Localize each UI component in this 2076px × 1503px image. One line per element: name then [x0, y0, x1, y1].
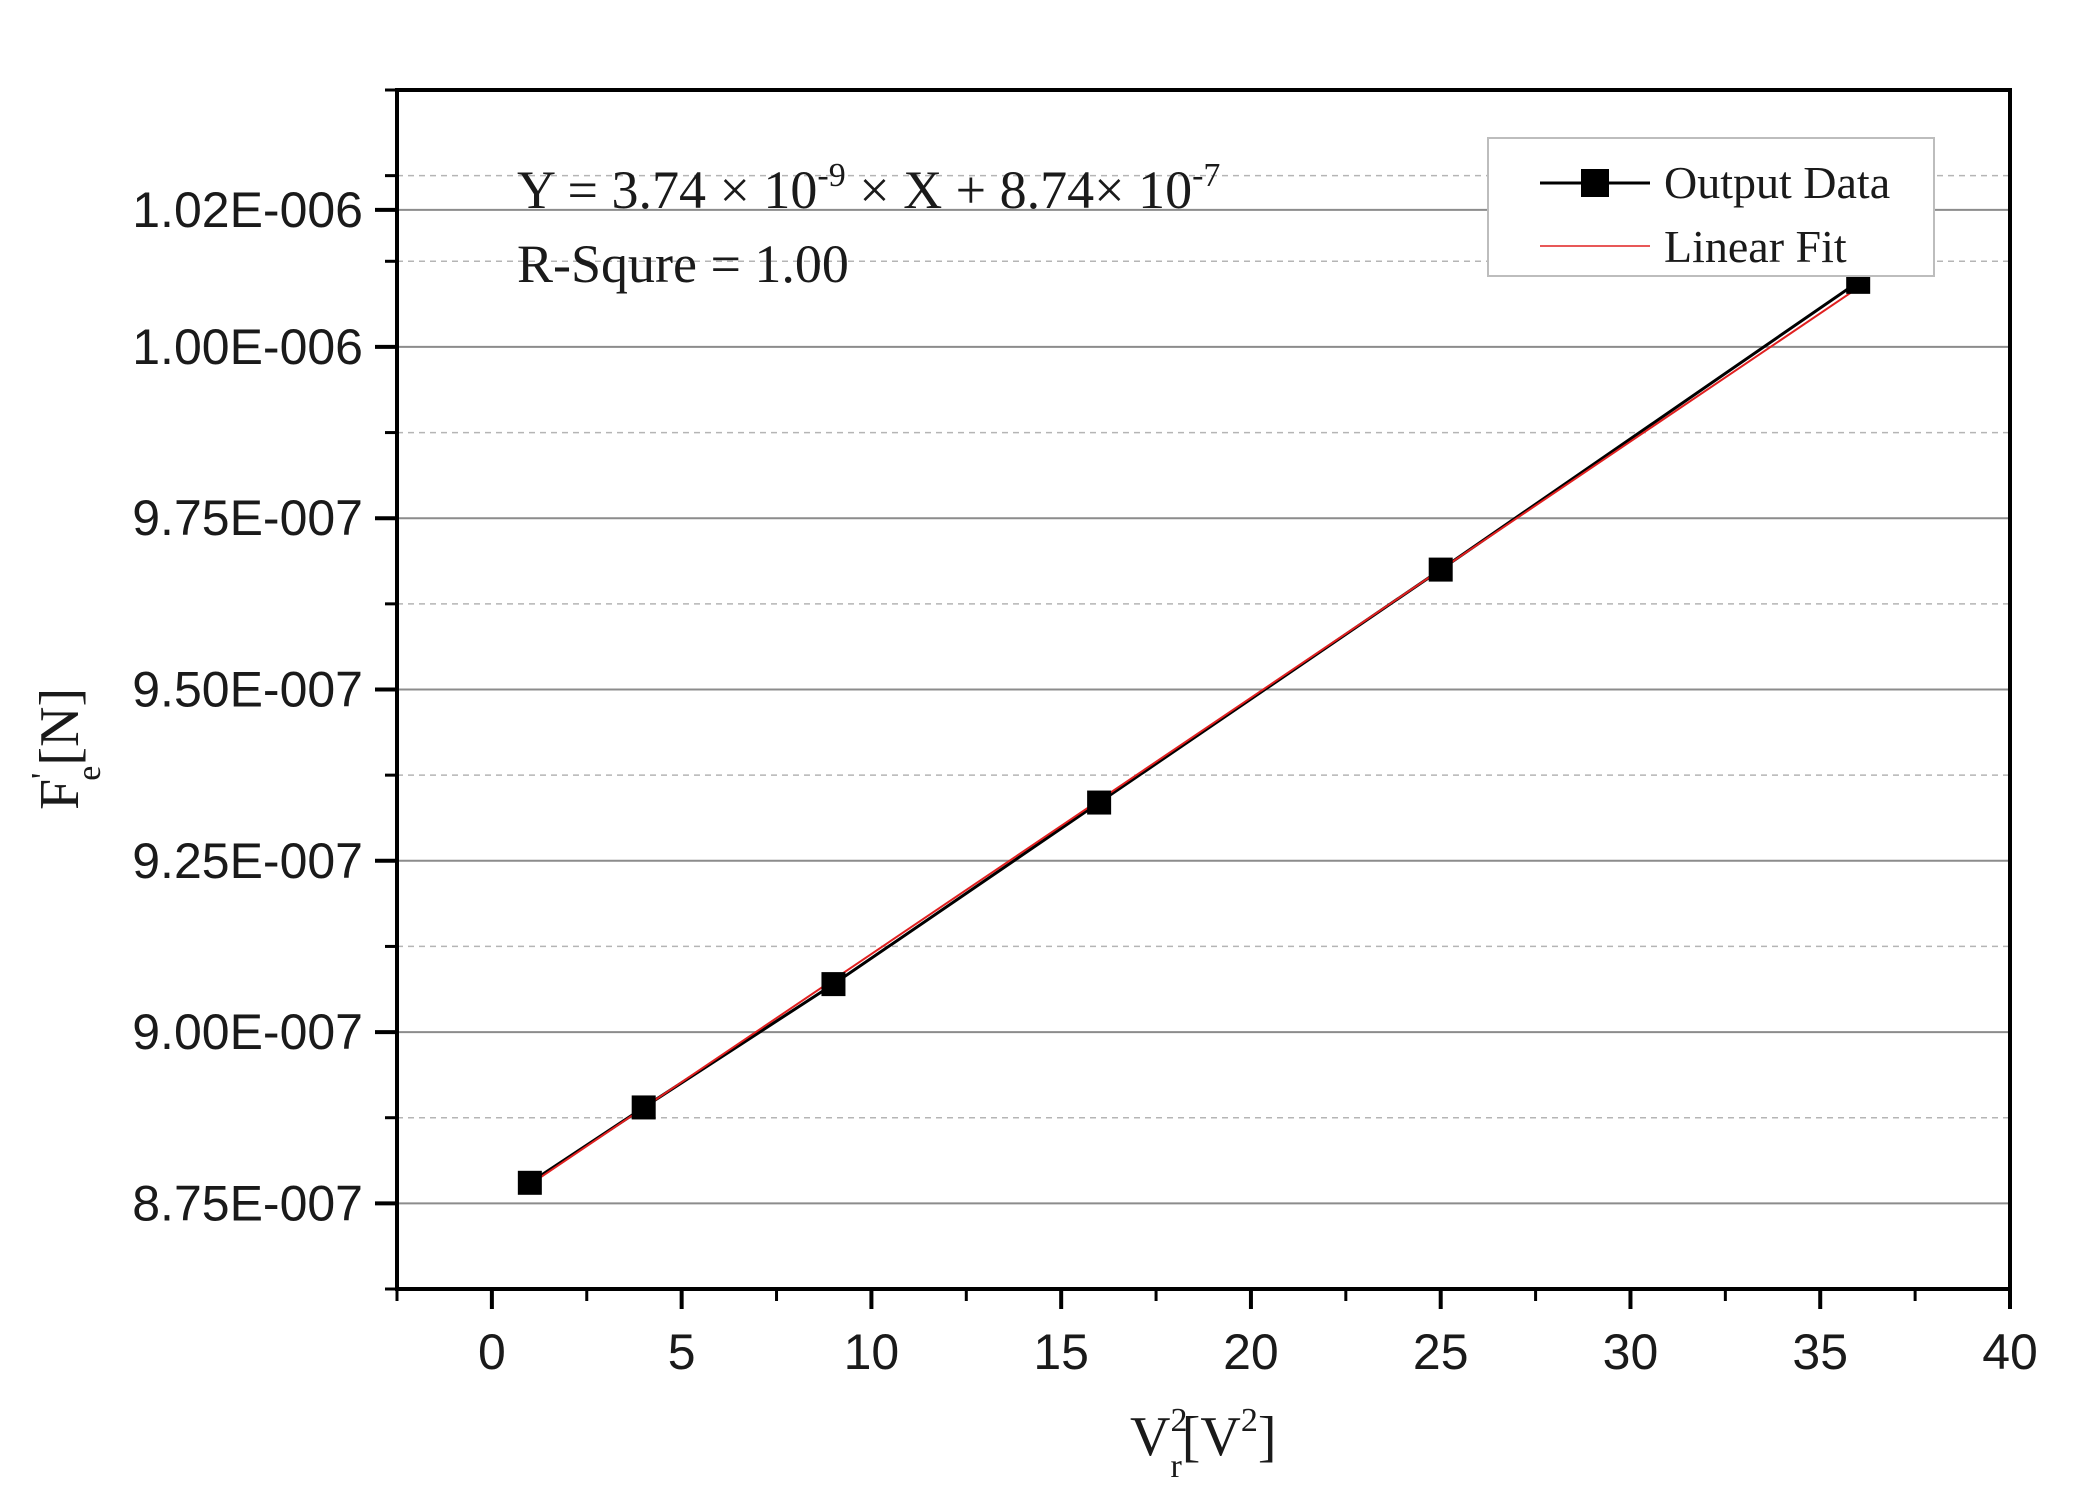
output-data-line [530, 282, 1858, 1183]
y-tick-label: 1.00E-006 [132, 319, 363, 375]
output-data-point [821, 972, 845, 996]
x-tick-label: 30 [1603, 1324, 1659, 1380]
x-tick-label: 15 [1033, 1324, 1089, 1380]
output-data-point [518, 1171, 542, 1195]
linear-fit-line [530, 288, 1858, 1185]
legend-marker-output-data [1581, 169, 1609, 197]
y-axis-title: F' e[N] [25, 688, 108, 810]
y-tick-label: 1.02E-006 [132, 182, 363, 238]
x-tick-label: 5 [668, 1324, 696, 1380]
x-tick-label: 10 [844, 1324, 900, 1380]
legend: Output Data Linear Fit [1488, 138, 1934, 276]
fit-equation: Y = 3.74 × 10-9 × X + 8.74× 10-7 [517, 157, 1220, 220]
y-tick-label: 9.50E-007 [132, 662, 363, 718]
x-tick-label: 20 [1223, 1324, 1279, 1380]
x-axis-title: V2 r[V2] [1130, 1402, 1277, 1485]
y-tick-label: 9.00E-007 [132, 1004, 363, 1060]
x-tick-labels: 0 5 10 15 20 25 30 35 40 [478, 1324, 2038, 1380]
x-tick-label: 25 [1413, 1324, 1469, 1380]
output-data-point [1429, 558, 1453, 582]
x-tick-label: 35 [1792, 1324, 1848, 1380]
legend-label-linear-fit: Linear Fit [1664, 221, 1847, 272]
legend-label-output-data: Output Data [1664, 157, 1890, 208]
y-tick-label: 8.75E-007 [132, 1175, 363, 1231]
y-tick-label: 9.75E-007 [132, 490, 363, 546]
x-tick-label: 0 [478, 1324, 506, 1380]
y-tick-label: 9.25E-007 [132, 833, 363, 889]
output-data-point [1087, 791, 1111, 815]
r-squared-label: R-Squre = 1.00 [517, 234, 849, 294]
output-data-point [632, 1095, 656, 1119]
y-tick-labels: 8.75E-007 9.00E-007 9.25E-007 9.50E-007 9.75… [132, 182, 363, 1231]
x-tick-label: 40 [1982, 1324, 2038, 1380]
series-layer [518, 270, 1870, 1195]
